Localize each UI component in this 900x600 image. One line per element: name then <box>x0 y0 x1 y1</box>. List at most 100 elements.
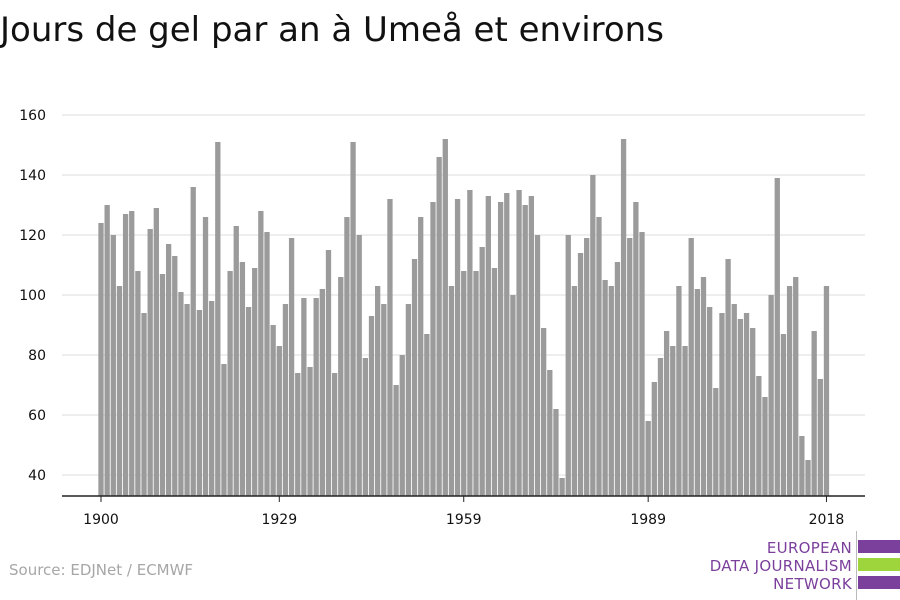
bar-1911[interactable] <box>165 244 172 496</box>
bar-1954[interactable] <box>430 202 436 496</box>
bar-2002[interactable] <box>725 259 731 496</box>
bar-1941[interactable] <box>350 142 356 496</box>
bar-1943[interactable] <box>362 358 369 496</box>
bar-1972[interactable] <box>541 328 547 496</box>
bar-1938[interactable] <box>331 373 338 496</box>
bar-1978[interactable] <box>577 253 584 496</box>
bar-1909[interactable] <box>153 208 159 496</box>
bar-1918[interactable] <box>209 301 215 496</box>
bar-1965[interactable] <box>497 202 504 496</box>
bar-1926[interactable] <box>258 211 264 496</box>
bar-1922[interactable] <box>233 226 239 496</box>
bar-1971[interactable] <box>534 235 541 496</box>
bar-1966[interactable] <box>504 193 510 496</box>
bar-2001[interactable] <box>719 313 725 496</box>
bar-1968[interactable] <box>516 190 522 496</box>
bar-1976[interactable] <box>565 235 571 496</box>
bar-1929[interactable] <box>276 346 282 496</box>
bar-1910[interactable] <box>159 274 166 496</box>
bar-1956[interactable] <box>442 139 448 496</box>
bar-1992[interactable] <box>663 331 670 496</box>
bar-1924[interactable] <box>245 307 252 496</box>
bar-1903[interactable] <box>116 286 123 496</box>
bar-1988[interactable] <box>639 232 645 496</box>
bar-1920[interactable] <box>221 364 227 496</box>
bar-1980[interactable] <box>590 175 596 496</box>
bar-1973[interactable] <box>547 370 553 496</box>
bar-1977[interactable] <box>571 286 578 496</box>
bar-2006[interactable] <box>750 328 756 496</box>
bar-1989[interactable] <box>645 421 651 496</box>
bar-1986[interactable] <box>627 238 633 496</box>
bar-1960[interactable] <box>467 190 473 496</box>
bar-1959[interactable] <box>461 271 467 496</box>
bar-2011[interactable] <box>780 334 787 496</box>
bar-1985[interactable] <box>620 139 627 496</box>
bar-1955[interactable] <box>436 157 442 496</box>
bar-1984[interactable] <box>614 262 621 496</box>
bar-2007[interactable] <box>756 376 762 496</box>
bar-1927[interactable] <box>264 232 270 496</box>
bar-1904[interactable] <box>122 214 129 496</box>
bar-1964[interactable] <box>491 268 498 496</box>
bar-1906[interactable] <box>135 271 141 496</box>
bar-1990[interactable] <box>651 382 657 496</box>
bar-1908[interactable] <box>147 229 153 496</box>
bar-1957[interactable] <box>448 286 455 496</box>
bar-1914[interactable] <box>184 304 190 496</box>
bar-1998[interactable] <box>700 277 707 496</box>
bar-2013[interactable] <box>793 277 799 496</box>
bar-1931[interactable] <box>288 238 295 496</box>
bar-1942[interactable] <box>356 235 362 496</box>
bar-2017[interactable] <box>817 379 823 496</box>
bar-1919[interactable] <box>215 142 221 496</box>
bar-2005[interactable] <box>743 313 750 496</box>
bar-1917[interactable] <box>202 217 209 496</box>
bar-1953[interactable] <box>424 334 430 496</box>
bar-1962[interactable] <box>479 247 485 496</box>
bar-1991[interactable] <box>657 358 664 496</box>
bar-1997[interactable] <box>694 289 701 496</box>
bar-1975[interactable] <box>559 478 565 496</box>
bar-1944[interactable] <box>368 316 375 496</box>
bar-1961[interactable] <box>473 271 479 496</box>
bar-1995[interactable] <box>682 346 688 496</box>
bar-2008[interactable] <box>762 397 768 496</box>
bar-1951[interactable] <box>411 259 418 496</box>
bar-1974[interactable] <box>553 409 559 496</box>
bar-1934[interactable] <box>307 367 313 496</box>
bar-1935[interactable] <box>313 298 319 496</box>
bar-1979[interactable] <box>584 238 590 496</box>
bar-2003[interactable] <box>731 304 737 496</box>
bar-2018[interactable] <box>823 286 830 496</box>
bar-1932[interactable] <box>295 373 301 496</box>
bar-1948[interactable] <box>393 385 399 496</box>
edjnet-logo[interactable]: EUROPEAN DATA JOURNALISM NETWORK <box>700 528 900 600</box>
bar-2016[interactable] <box>811 331 817 496</box>
bar-1967[interactable] <box>510 295 516 496</box>
bar-1982[interactable] <box>602 280 608 496</box>
bar-1925[interactable] <box>252 268 258 496</box>
bar-1949[interactable] <box>399 355 405 496</box>
bar-1901[interactable] <box>104 205 110 496</box>
bar-1970[interactable] <box>528 196 535 496</box>
bar-1996[interactable] <box>688 238 694 496</box>
bar-1915[interactable] <box>190 187 196 496</box>
bar-1994[interactable] <box>676 286 682 496</box>
bar-2009[interactable] <box>768 295 774 496</box>
bar-1921[interactable] <box>227 271 233 496</box>
bar-1958[interactable] <box>454 199 461 496</box>
bar-1933[interactable] <box>301 298 307 496</box>
bar-1900[interactable] <box>98 223 104 496</box>
bar-2015[interactable] <box>805 460 811 496</box>
bar-1905[interactable] <box>129 211 135 496</box>
bar-1981[interactable] <box>596 217 602 496</box>
bar-1946[interactable] <box>381 304 387 496</box>
bar-1950[interactable] <box>405 304 412 496</box>
bar-1969[interactable] <box>522 205 528 496</box>
bar-2010[interactable] <box>774 178 780 496</box>
bar-1963[interactable] <box>485 196 491 496</box>
bar-1936[interactable] <box>319 289 325 496</box>
bar-2004[interactable] <box>737 319 744 496</box>
bar-1928[interactable] <box>270 325 276 496</box>
